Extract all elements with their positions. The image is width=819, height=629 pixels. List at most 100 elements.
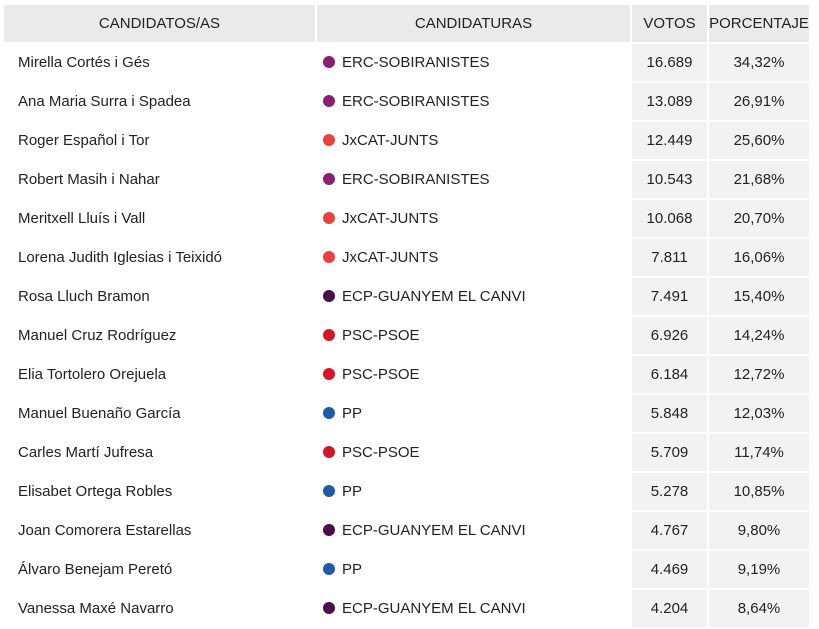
- candidate-name: Rosa Lluch Bramon: [4, 278, 315, 315]
- party-name: ERC-SOBIRANISTES: [342, 171, 490, 188]
- party-cell: PSC-PSOE: [317, 434, 630, 471]
- table-row: Manuel Buenaño García PP 5.848 12,03%: [4, 395, 809, 432]
- party-color-dot-icon: [323, 212, 335, 224]
- party-color-dot-icon: [323, 524, 335, 536]
- votes-value: 4.469: [632, 551, 707, 588]
- results-table: CANDIDATOS/AS CANDIDATURAS VOTOS PORCENT…: [2, 3, 811, 629]
- party-name: PP: [342, 405, 363, 422]
- table-row: Robert Masih i Nahar ERC-SOBIRANISTES 10.5…: [4, 161, 809, 198]
- party-name: ERC-SOBIRANISTES: [342, 54, 490, 71]
- party-name: JxCAT-JUNTS: [342, 132, 439, 149]
- party-color-dot-icon: [323, 173, 335, 185]
- party-cell: JxCAT-JUNTS: [317, 239, 630, 276]
- party-name: ECP-GUANYEM EL CANVI: [342, 522, 526, 539]
- party-cell: ERC-SOBIRANISTES: [317, 44, 630, 81]
- votes-value: 10.543: [632, 161, 707, 198]
- percentage-value: 15,40%: [709, 278, 809, 315]
- votes-value: 10.068: [632, 200, 707, 237]
- table-row: Carles Martí Jufresa PSC-PSOE 5.709 11,74%: [4, 434, 809, 471]
- party-name: PP: [342, 483, 363, 500]
- party-name: PSC-PSOE: [342, 366, 420, 383]
- table-row: Roger Español i Tor JxCAT-JUNTS 12.449 25,6…: [4, 122, 809, 159]
- candidate-name: Elia Tortolero Orejuela: [4, 356, 315, 393]
- party-name: JxCAT-JUNTS: [342, 210, 439, 227]
- header-candidates[interactable]: CANDIDATOS/AS: [4, 5, 315, 42]
- votes-value: 4.204: [632, 590, 707, 627]
- party-cell: ERC-SOBIRANISTES: [317, 83, 630, 120]
- votes-value: 6.926: [632, 317, 707, 354]
- candidate-name: Ana Maria Surra i Spadea: [4, 83, 315, 120]
- candidate-name: Lorena Judith Iglesias i Teixidó: [4, 239, 315, 276]
- header-percentage[interactable]: PORCENTAJE: [709, 5, 809, 42]
- votes-value: 6.184: [632, 356, 707, 393]
- candidate-name: Elisabet Ortega Robles: [4, 473, 315, 510]
- party-cell: ERC-SOBIRANISTES: [317, 161, 630, 198]
- table-row: Mirella Cortés i Gés ERC-SOBIRANISTES 16.6…: [4, 44, 809, 81]
- party-name: ERC-SOBIRANISTES: [342, 93, 490, 110]
- candidate-name: Robert Masih i Nahar: [4, 161, 315, 198]
- party-name: PP: [342, 561, 363, 578]
- votes-value: 12.449: [632, 122, 707, 159]
- table-row: Manuel Cruz Rodríguez PSC-PSOE 6.926 14,24%: [4, 317, 809, 354]
- percentage-value: 20,70%: [709, 200, 809, 237]
- votes-value: 7.491: [632, 278, 707, 315]
- party-color-dot-icon: [323, 602, 335, 614]
- table-row: Elia Tortolero Orejuela PSC-PSOE 6.184 12,7…: [4, 356, 809, 393]
- candidate-name: Manuel Cruz Rodríguez: [4, 317, 315, 354]
- percentage-value: 12,72%: [709, 356, 809, 393]
- party-color-dot-icon: [323, 329, 335, 341]
- party-cell: PP: [317, 395, 630, 432]
- votes-value: 7.811: [632, 239, 707, 276]
- percentage-value: 10,85%: [709, 473, 809, 510]
- percentage-value: 16,06%: [709, 239, 809, 276]
- party-name: ECP-GUANYEM EL CANVI: [342, 600, 526, 617]
- candidate-name: Carles Martí Jufresa: [4, 434, 315, 471]
- candidate-name: Joan Comorera Estarellas: [4, 512, 315, 549]
- party-cell: ECP-GUANYEM EL CANVI: [317, 512, 630, 549]
- candidate-name: Meritxell Lluís i Vall: [4, 200, 315, 237]
- party-cell: PP: [317, 551, 630, 588]
- party-name: PSC-PSOE: [342, 444, 420, 461]
- votes-value: 5.848: [632, 395, 707, 432]
- percentage-value: 12,03%: [709, 395, 809, 432]
- candidate-name: Vanessa Maxé Navarro: [4, 590, 315, 627]
- header-parties[interactable]: CANDIDATURAS: [317, 5, 630, 42]
- table-row: Álvaro Benejam Peretó PP 4.469 9,19%: [4, 551, 809, 588]
- votes-value: 4.767: [632, 512, 707, 549]
- party-cell: JxCAT-JUNTS: [317, 122, 630, 159]
- party-cell: JxCAT-JUNTS: [317, 200, 630, 237]
- party-color-dot-icon: [323, 251, 335, 263]
- party-cell: PSC-PSOE: [317, 356, 630, 393]
- candidate-name: Manuel Buenaño García: [4, 395, 315, 432]
- table-row: Elisabet Ortega Robles PP 5.278 10,85%: [4, 473, 809, 510]
- percentage-value: 25,60%: [709, 122, 809, 159]
- percentage-value: 8,64%: [709, 590, 809, 627]
- header-row: CANDIDATOS/AS CANDIDATURAS VOTOS PORCENT…: [4, 5, 809, 42]
- party-name: ECP-GUANYEM EL CANVI: [342, 288, 526, 305]
- party-name: PSC-PSOE: [342, 327, 420, 344]
- party-name: JxCAT-JUNTS: [342, 249, 439, 266]
- party-cell: ECP-GUANYEM EL CANVI: [317, 590, 630, 627]
- table-row: Ana Maria Surra i Spadea ERC-SOBIRANISTES…: [4, 83, 809, 120]
- party-cell: PSC-PSOE: [317, 317, 630, 354]
- party-cell: ECP-GUANYEM EL CANVI: [317, 278, 630, 315]
- party-cell: PP: [317, 473, 630, 510]
- party-color-dot-icon: [323, 446, 335, 458]
- party-color-dot-icon: [323, 368, 335, 380]
- table-row: Joan Comorera Estarellas ECP-GUANYEM EL C…: [4, 512, 809, 549]
- percentage-value: 9,80%: [709, 512, 809, 549]
- party-color-dot-icon: [323, 56, 335, 68]
- header-votes[interactable]: VOTOS: [632, 5, 707, 42]
- party-color-dot-icon: [323, 485, 335, 497]
- candidate-name: Mirella Cortés i Gés: [4, 44, 315, 81]
- party-color-dot-icon: [323, 134, 335, 146]
- percentage-value: 34,32%: [709, 44, 809, 81]
- party-color-dot-icon: [323, 407, 335, 419]
- votes-value: 5.278: [632, 473, 707, 510]
- candidate-name: Roger Español i Tor: [4, 122, 315, 159]
- table-body: Mirella Cortés i Gés ERC-SOBIRANISTES 16.6…: [4, 44, 809, 627]
- party-color-dot-icon: [323, 95, 335, 107]
- percentage-value: 14,24%: [709, 317, 809, 354]
- party-color-dot-icon: [323, 563, 335, 575]
- votes-value: 16.689: [632, 44, 707, 81]
